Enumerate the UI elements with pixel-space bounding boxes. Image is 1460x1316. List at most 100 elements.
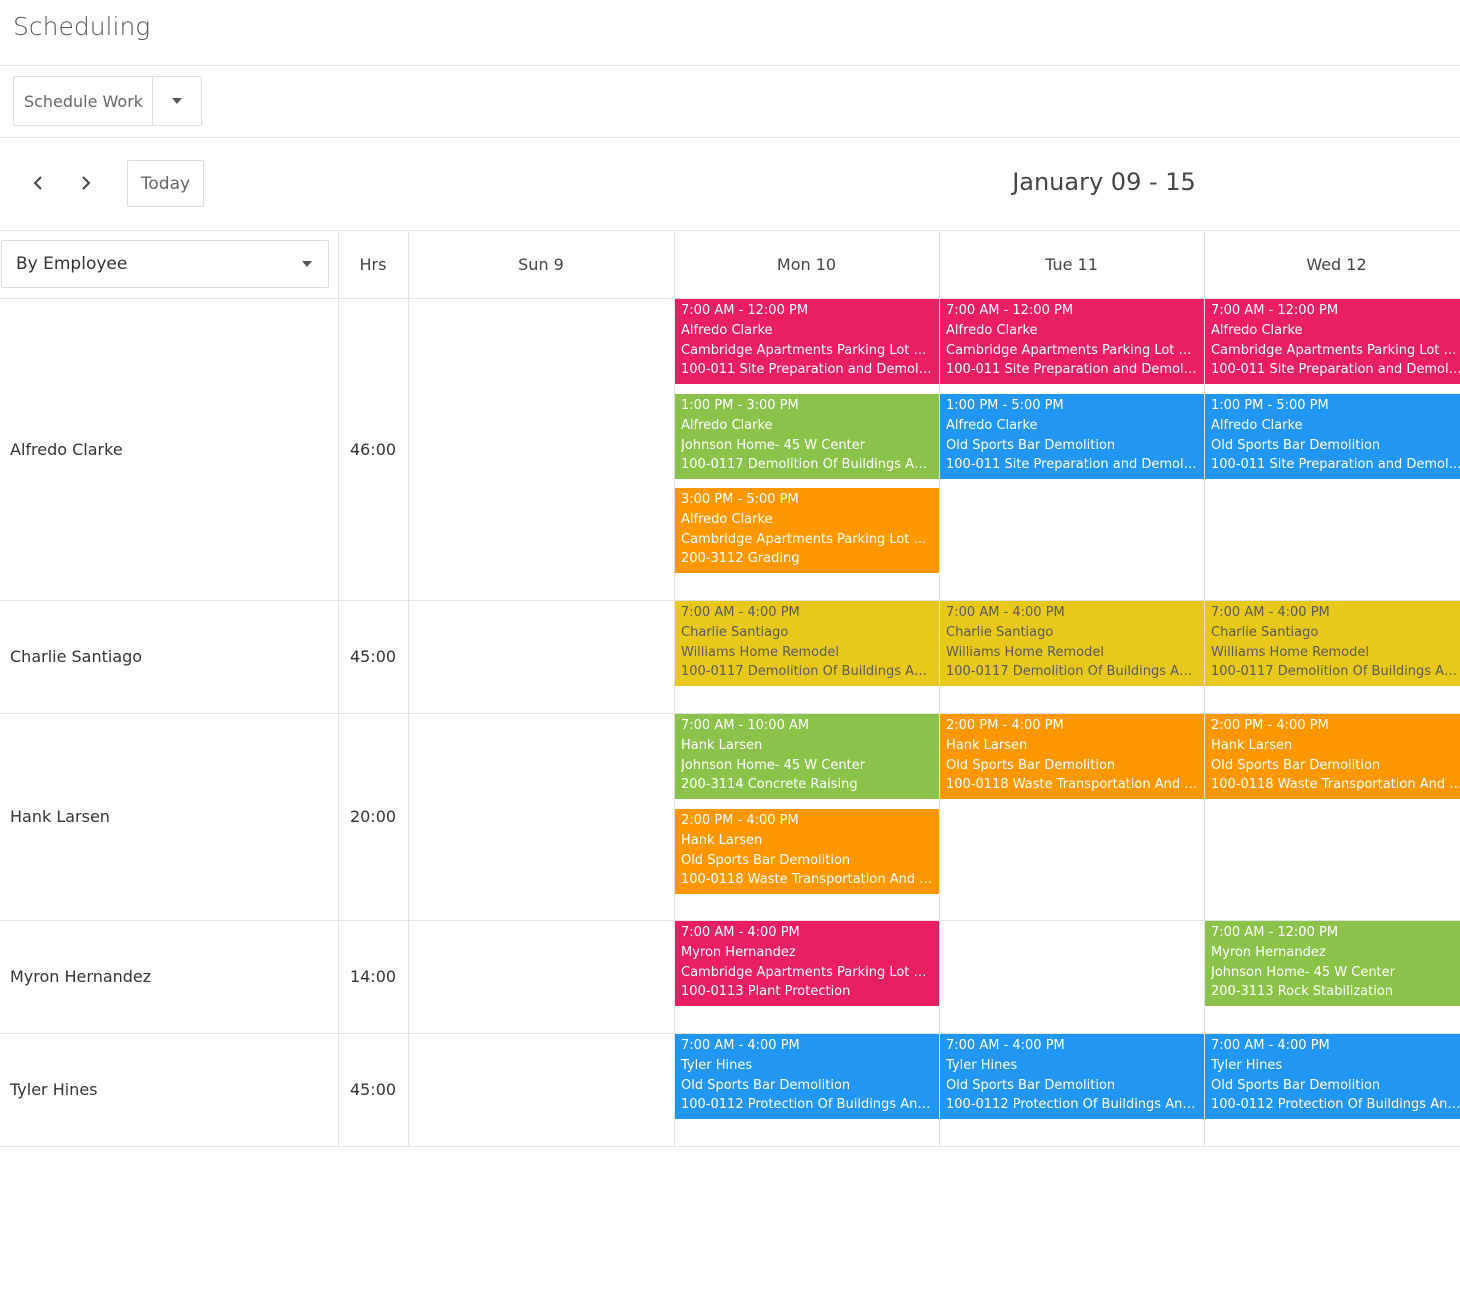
divider — [0, 1146, 1460, 1147]
event-employee: Hank Larsen — [946, 737, 1028, 753]
event-task: 100-0118 Waste Transportation And Dis... — [1211, 777, 1460, 793]
event-task: 200-3112 Grading — [681, 551, 800, 567]
shift-event[interactable]: 2:00 PM - 4:00 PM Hank Larsen Old Sports B… — [940, 714, 1204, 799]
group-by-select[interactable]: By Employee — [1, 240, 329, 288]
column-divider — [1204, 230, 1205, 1146]
event-time: 1:00 PM - 5:00 PM — [946, 398, 1064, 413]
caret — [172, 98, 182, 104]
shift-event[interactable]: 7:00 AM - 4:00 PM Tyler Hines Old Sports B… — [675, 1034, 939, 1119]
column-divider — [338, 230, 339, 1146]
event-time: 7:00 AM - 4:00 PM — [1211, 1038, 1330, 1053]
shift-event[interactable]: 2:00 PM - 4:00 PM Hank Larsen Old Sports B… — [675, 809, 939, 894]
shift-event[interactable]: 2:00 PM - 4:00 PM Hank Larsen Old Sports B… — [1205, 714, 1460, 799]
event-employee: Charlie Santiago — [1211, 624, 1319, 640]
event-project: Old Sports Bar Demolition — [681, 1077, 851, 1093]
divider — [0, 713, 1460, 714]
day-header: Sun 9 — [518, 254, 564, 274]
shift-event[interactable]: 7:00 AM - 4:00 PM Charlie Santiago William… — [675, 601, 939, 686]
event-task: 200-3113 Rock Stabilization — [1211, 984, 1394, 1000]
event-project: Cambridge Apartments Parking Lot Resu... — [1211, 342, 1460, 358]
column-divider — [674, 230, 675, 1146]
employee-hours: 45:00 — [349, 647, 397, 666]
employee-name: Tyler Hines — [10, 1080, 98, 1099]
event-time: 2:00 PM - 4:00 PM — [1211, 718, 1329, 733]
group-by-label: By Employee — [16, 254, 128, 274]
shift-event[interactable]: 7:00 AM - 4:00 PM Charlie Santiago William… — [1205, 601, 1460, 686]
event-employee: Myron Hernandez — [1211, 944, 1326, 960]
event-employee: Myron Hernandez — [681, 944, 796, 960]
event-project: Johnson Home- 45 W Center — [681, 437, 865, 453]
event-employee: Hank Larsen — [681, 832, 763, 848]
event-task: 100-0117 Demolition Of Buildings And F..… — [946, 664, 1198, 680]
event-employee: Tyler Hines — [946, 1057, 1018, 1073]
divider — [0, 230, 1460, 231]
event-time: 7:00 AM - 10:00 AM — [681, 718, 810, 733]
shift-event[interactable]: 7:00 AM - 12:00 PM Myron Hernandez Johnson… — [1205, 921, 1460, 1006]
divider — [0, 1033, 1460, 1034]
shift-event[interactable]: 7:00 AM - 4:00 PM Tyler Hines Old Sports B… — [940, 1034, 1204, 1119]
employee-name: Alfredo Clarke — [10, 439, 123, 459]
event-project: Williams Home Remodel — [946, 644, 1104, 660]
shift-event[interactable]: 1:00 PM - 5:00 PM Alfredo Clarke Old Sport… — [940, 394, 1204, 479]
event-project: Johnson Home- 45 W Center — [1211, 964, 1395, 980]
event-time: 7:00 AM - 4:00 PM — [681, 1038, 800, 1053]
event-employee: Alfredo Clarke — [681, 511, 773, 527]
shift-event[interactable]: 1:00 PM - 5:00 PM Alfredo Clarke Old Sport… — [1205, 394, 1460, 479]
event-time: 7:00 AM - 12:00 PM — [946, 303, 1074, 318]
shift-event[interactable]: 7:00 AM - 12:00 PM Alfredo Clarke Cambridg… — [1205, 299, 1460, 384]
event-employee: Charlie Santiago — [681, 624, 789, 640]
event-project: Cambridge Apartments Parking Lot Resu... — [681, 531, 933, 547]
shift-event[interactable]: 7:00 AM - 4:00 PM Charlie Santiago William… — [940, 601, 1204, 686]
event-employee: Alfredo Clarke — [946, 322, 1038, 338]
employee-name: Charlie Santiago — [10, 647, 143, 666]
event-task: 100-0117 Demolition Of Buildings And F..… — [681, 457, 933, 473]
event-time: 2:00 PM - 4:00 PM — [946, 718, 1064, 733]
event-time: 7:00 AM - 4:00 PM — [681, 925, 800, 940]
next-week[interactable] — [82, 176, 91, 190]
prev-week[interactable] — [33, 176, 42, 190]
day-header: Tue 11 — [1045, 254, 1098, 274]
event-project: Cambridge Apartments Parking Lot Resu... — [681, 964, 933, 980]
event-time: 2:00 PM - 4:00 PM — [681, 813, 799, 828]
event-task: 100-011 Site Preparation and Demolition — [946, 457, 1198, 473]
employee-hours: 45:00 — [349, 1080, 397, 1099]
event-project: Old Sports Bar Demolition — [946, 757, 1116, 773]
event-time: 7:00 AM - 4:00 PM — [681, 605, 800, 620]
event-project: Johnson Home- 45 W Center — [681, 757, 865, 773]
shift-event[interactable]: 7:00 AM - 4:00 PM Myron Hernandez Cambridg… — [675, 921, 939, 1006]
caret — [302, 261, 312, 267]
event-time: 1:00 PM - 5:00 PM — [1211, 398, 1329, 413]
divider — [0, 600, 1460, 601]
schedule-work-dropdown[interactable] — [152, 76, 202, 126]
divider — [0, 65, 1460, 66]
employee-hours: 20:00 — [349, 807, 397, 826]
event-task: 100-0112 Protection Of Buildings And F..… — [681, 1097, 933, 1113]
event-employee: Charlie Santiago — [946, 624, 1054, 640]
event-project: Cambridge Apartments Parking Lot Resu... — [946, 342, 1198, 358]
today-button[interactable]: Today — [127, 160, 204, 207]
event-project: Old Sports Bar Demolition — [1211, 1077, 1381, 1093]
shift-event[interactable]: 7:00 AM - 10:00 AM Hank Larsen Johnson Hom… — [675, 714, 939, 799]
shift-event[interactable]: 7:00 AM - 12:00 PM Alfredo Clarke Cambridg… — [940, 299, 1204, 384]
event-employee: Hank Larsen — [1211, 737, 1293, 753]
event-employee: Alfredo Clarke — [681, 417, 773, 433]
event-employee: Alfredo Clarke — [946, 417, 1038, 433]
shift-event[interactable]: 7:00 AM - 4:00 PM Tyler Hines Old Sports B… — [1205, 1034, 1460, 1119]
event-task: 100-0118 Waste Transportation And Dis... — [946, 777, 1198, 793]
event-task: 100-011 Site Preparation and Demolition — [946, 362, 1198, 378]
event-project: Old Sports Bar Demolition — [681, 852, 851, 868]
event-task: 100-0117 Demolition Of Buildings And F..… — [1211, 664, 1460, 680]
event-time: 7:00 AM - 12:00 PM — [1211, 303, 1339, 318]
employee-name: Hank Larsen — [10, 807, 110, 826]
employee-hours: 14:00 — [349, 967, 397, 986]
schedule-work-button[interactable]: Schedule Work — [13, 76, 153, 126]
day-header: Mon 10 — [776, 254, 837, 274]
shift-event[interactable]: 7:00 AM - 12:00 PM Alfredo Clarke Cambridg… — [675, 299, 939, 384]
event-project: Old Sports Bar Demolition — [946, 437, 1116, 453]
shift-event[interactable]: 3:00 PM - 5:00 PM Alfredo Clarke Cambridge… — [675, 488, 939, 573]
event-time: 7:00 AM - 12:00 PM — [681, 303, 809, 318]
event-time: 7:00 AM - 4:00 PM — [946, 605, 1065, 620]
event-task: 100-0112 Protection Of Buildings And F..… — [946, 1097, 1198, 1113]
shift-event[interactable]: 1:00 PM - 3:00 PM Alfredo Clarke Johnson H… — [675, 394, 939, 479]
event-time: 7:00 AM - 12:00 PM — [1211, 925, 1339, 940]
